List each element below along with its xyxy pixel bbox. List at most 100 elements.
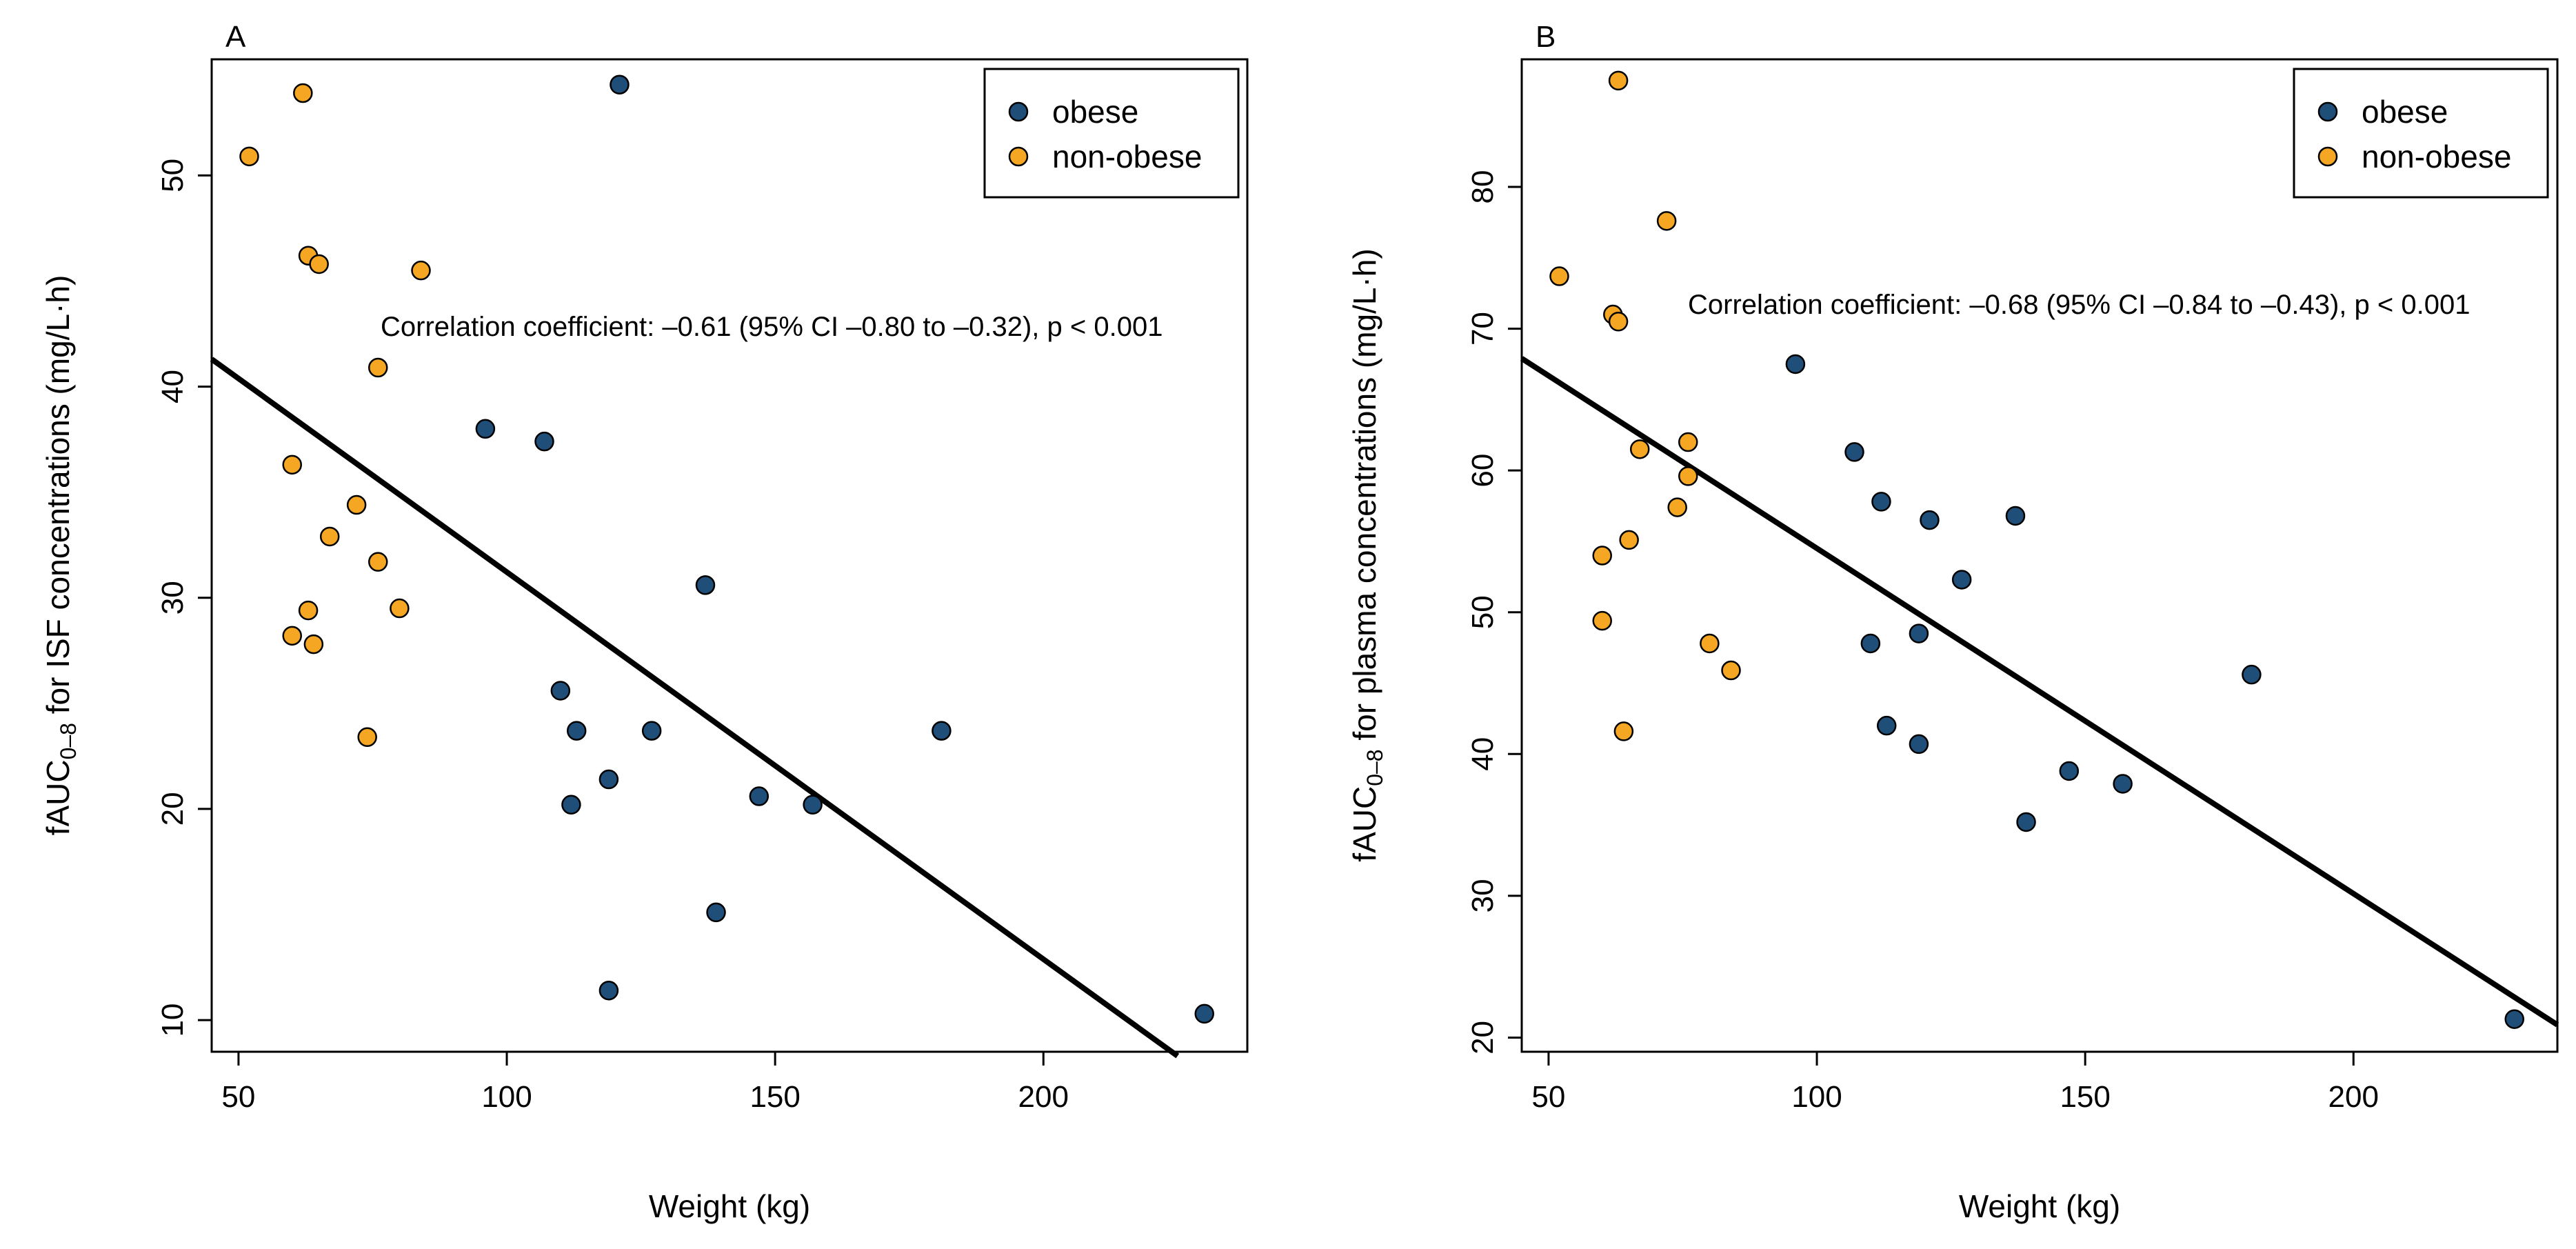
point-obese-b-2 (1871, 492, 1891, 512)
point-obese-a-4 (550, 681, 571, 701)
point-obese-b-8 (1876, 715, 1897, 736)
point-non-obese-a-1 (293, 83, 313, 103)
point-obese-a-11 (932, 721, 952, 741)
point-non-obese-a-14 (357, 727, 377, 748)
y-tick-label-b-6: 80 (1466, 170, 1500, 204)
x-tick-label-a-1: 100 (481, 1080, 532, 1114)
point-non-obese-b-2 (1549, 266, 1569, 286)
point-obese-a-1 (534, 431, 554, 452)
plot-frame-b (1520, 58, 2559, 1053)
point-obese-a-5 (566, 721, 587, 741)
x-tick-label-a-2: 150 (749, 1080, 800, 1114)
y-axis-title-b: fAUC0–8 for plasma concentrations (mg/L·… (1347, 248, 1387, 861)
x-tick-label-b-0: 50 (1531, 1080, 1565, 1114)
point-obese-a-10 (803, 795, 823, 815)
point-obese-a-12 (706, 902, 726, 923)
point-non-obese-a-6 (282, 454, 302, 475)
point-obese-b-5 (1951, 570, 1972, 590)
panel-a: A Weight (kg) fAUC0–8 for ISF concentrat… (40, 20, 1249, 1224)
regression-line-b (1520, 356, 2559, 1028)
point-non-obese-b-10 (1592, 546, 1612, 566)
point-non-obese-b-0 (1608, 70, 1629, 91)
x-axis-title-b: Weight (kg) (1959, 1188, 2120, 1224)
y-axis-title-main-a: fAUC (40, 759, 76, 835)
legend-label-obese-b: obese (2362, 94, 2448, 130)
point-non-obese-a-8 (319, 526, 340, 547)
point-non-obese-a-10 (390, 598, 410, 619)
legend-marker-non-obese-a (1008, 146, 1029, 167)
point-non-obese-a-12 (282, 626, 302, 646)
y-tick-label-b-4: 60 (1466, 454, 1500, 488)
point-non-obese-a-3 (309, 254, 329, 274)
point-non-obese-a-7 (346, 494, 367, 515)
y-tick-label-b-0: 20 (1466, 1021, 1500, 1055)
panel-label-b: B (1536, 20, 1556, 54)
point-non-obese-b-1 (1656, 211, 1677, 231)
legend-box-b (2293, 68, 2549, 199)
point-non-obese-a-9 (368, 552, 388, 572)
point-non-obese-b-12 (1700, 633, 1720, 654)
point-obese-b-4 (2005, 506, 2026, 526)
point-non-obese-b-14 (1613, 721, 1634, 741)
x-tick-label-b-1: 100 (1791, 1080, 1842, 1114)
point-non-obese-a-5 (368, 357, 388, 378)
plot-frame-a (210, 58, 1249, 1053)
point-non-obese-b-9 (1619, 530, 1639, 550)
correlation-annotation-a: Correlation coefficient: –0.61 (95% CI –… (381, 312, 1163, 342)
legend-marker-non-obese-b (2317, 146, 2338, 167)
panel-label-a: A (225, 20, 246, 54)
point-obese-a-9 (749, 786, 769, 806)
y-axis-title-rest-a: for ISF concentrations (mg/L·h) (40, 275, 76, 723)
y-tick-label-a-1: 20 (156, 792, 190, 826)
y-tick-label-b-2: 40 (1466, 737, 1500, 771)
point-obese-a-8 (598, 769, 619, 790)
point-non-obese-b-4 (1608, 312, 1629, 332)
point-obese-b-11 (2113, 774, 2133, 794)
point-obese-a-2 (610, 74, 630, 94)
legend-b: obese non-obese (2293, 68, 2549, 199)
panel-b: B Weight (kg) fAUC0–8 for plasma concent… (1347, 20, 2559, 1224)
point-obese-b-7 (1860, 633, 1881, 654)
y-axis-title-a: fAUC0–8 for ISF concentrations (mg/L·h) (40, 275, 81, 836)
point-non-obese-b-5 (1629, 439, 1650, 459)
point-obese-b-12 (2016, 812, 2036, 832)
y-tick-label-a-3: 40 (156, 370, 190, 403)
x-tick-label-b-3: 200 (2328, 1080, 2379, 1114)
correlation-annotation-b: Correlation coefficient: –0.68 (95% CI –… (1688, 290, 2470, 320)
point-obese-b-9 (1909, 734, 1929, 755)
legend-box-a (983, 68, 1240, 199)
point-obese-b-3 (1920, 510, 1940, 530)
point-non-obese-a-13 (303, 634, 324, 655)
point-obese-b-0 (1785, 354, 1806, 374)
point-non-obese-a-4 (411, 260, 431, 281)
point-obese-a-7 (561, 795, 581, 815)
x-tick-label-a-0: 50 (221, 1080, 255, 1114)
legend-label-non-obese-b: non-obese (2362, 139, 2511, 174)
point-obese-b-1 (1844, 442, 1864, 462)
y-tick-label-a-4: 50 (156, 159, 190, 192)
point-obese-a-0 (475, 419, 496, 439)
point-obese-a-3 (695, 575, 716, 595)
point-obese-b-13 (2242, 664, 2262, 685)
point-obese-a-6 (641, 721, 662, 741)
y-tick-label-b-1: 30 (1466, 879, 1500, 912)
point-non-obese-b-8 (1667, 497, 1687, 517)
regression-line-a (210, 357, 1180, 1059)
point-non-obese-b-11 (1592, 610, 1612, 631)
point-non-obese-b-7 (1678, 466, 1698, 486)
point-obese-a-13 (598, 980, 619, 1001)
y-tick-label-a-0: 10 (156, 1003, 190, 1037)
y-tick-label-b-5: 70 (1466, 312, 1500, 346)
x-tick-label-b-2: 150 (2060, 1080, 2110, 1114)
y-axis-title-sub-a: 0–8 (56, 723, 81, 759)
legend-a: obese non-obese (983, 68, 1240, 199)
legend-label-non-obese-a: non-obese (1052, 139, 1202, 174)
point-non-obese-b-13 (1721, 660, 1741, 681)
x-axis-title-a: Weight (kg) (649, 1188, 810, 1224)
y-tick-label-b-3: 50 (1466, 595, 1500, 629)
legend-label-obese-a: obese (1052, 94, 1138, 130)
x-tick-label-a-3: 200 (1018, 1080, 1069, 1114)
y-axis-title-rest-b: for plasma concentrations (mg/L·h) (1347, 248, 1382, 749)
point-obese-b-10 (2059, 761, 2080, 781)
